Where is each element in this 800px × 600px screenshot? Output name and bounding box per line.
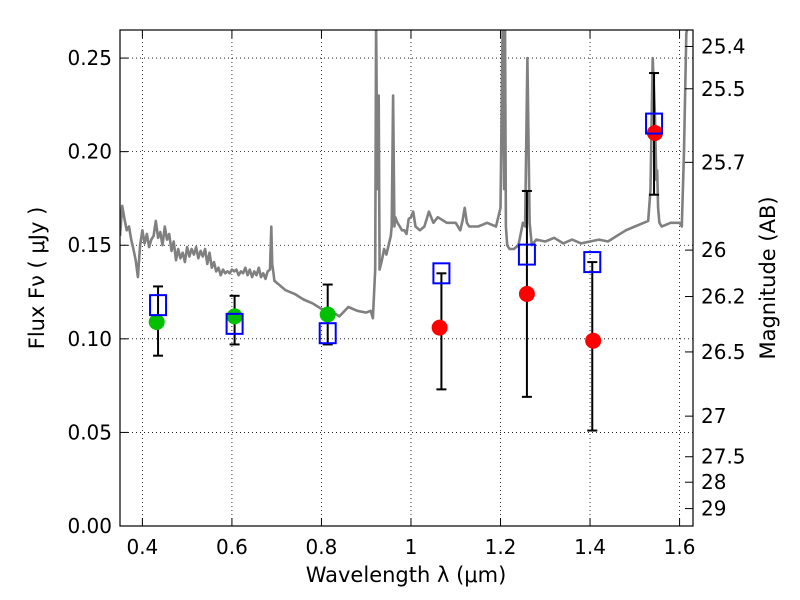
open-square-marker	[149, 294, 168, 317]
y-tick-label: 0.15	[67, 233, 112, 257]
right-tick-label: 26.2	[701, 285, 746, 309]
right-tick-label: 26.5	[701, 340, 746, 364]
y-tick-label: 0.10	[67, 327, 112, 351]
x-tick-label: 1.6	[664, 535, 696, 559]
open-square-marker	[432, 262, 451, 285]
open-square-marker	[583, 251, 602, 274]
right-tick-label: 28	[701, 470, 726, 494]
right-tick-label: 26	[701, 238, 726, 262]
y-tick-label: 0.20	[67, 140, 112, 164]
marker-layer	[148, 72, 664, 432]
red-data-point	[431, 319, 448, 336]
y-axis-title: Flux Fν ( μJy )	[25, 207, 49, 350]
green-data-point	[148, 313, 165, 330]
green-data-point	[226, 308, 243, 325]
red-data-point	[585, 332, 602, 349]
x-tick-label: 0.6	[216, 535, 248, 559]
x-tick-label: 1.2	[485, 535, 517, 559]
open-square-marker	[645, 112, 664, 135]
y-tick-label: 0.05	[67, 420, 112, 444]
spectrum-layer	[120, 30, 689, 320]
right-tick-label: 29	[701, 497, 726, 521]
right-tick-label: 25.5	[701, 77, 746, 101]
red-data-point	[518, 285, 535, 302]
axis-ticks: 0.4 0.6 0.8 1 1.2 1.4 1.6 0.00 0.05 0.10 0.15 0.20 0…	[67, 30, 746, 559]
right-tick-label: 27.5	[701, 445, 746, 469]
grid-lines	[120, 30, 693, 527]
right-tick-label: 25.4	[701, 34, 746, 58]
right-tick-label: 25.7	[701, 150, 746, 174]
spectrum-line	[120, 30, 689, 320]
y-tick-label: 0.25	[67, 46, 112, 70]
open-square-marker	[225, 312, 244, 335]
green-data-point	[319, 306, 336, 323]
open-square-marker	[517, 243, 536, 266]
plot-frame	[119, 29, 694, 527]
x-tick-label: 1	[405, 535, 418, 559]
right-tick-label: 27	[701, 404, 726, 428]
x-tick-label: 0.8	[306, 535, 338, 559]
x-axis-title: Wavelength λ (μm)	[306, 563, 507, 587]
open-square-marker	[318, 322, 337, 345]
right-axis-title: Magnitude (AB)	[756, 196, 780, 359]
y-tick-label: 0.00	[67, 514, 112, 538]
x-tick-label: 0.4	[126, 535, 158, 559]
x-tick-label: 1.4	[574, 535, 606, 559]
